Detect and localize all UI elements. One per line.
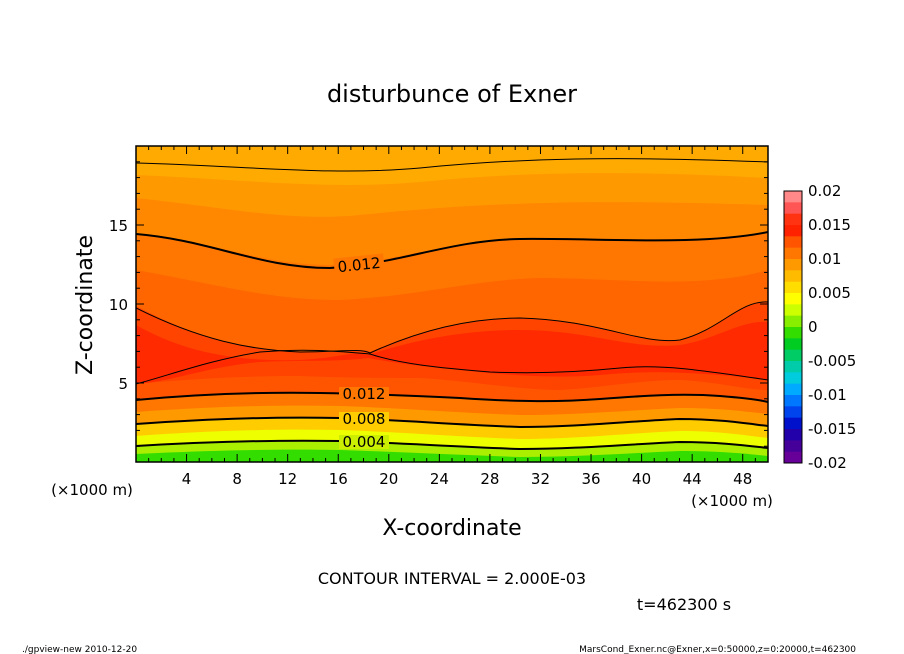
contour-plot: 0.012 0.012 0.008 0.004	[135, 145, 769, 463]
colorbar-swatch	[784, 281, 802, 294]
colorbar-swatch	[784, 417, 802, 430]
y-tick-label: 15	[109, 217, 128, 235]
contour-fill	[136, 146, 768, 462]
x-axis: 4 8 12 16 20 24 28 32 36 40 44 48	[148, 146, 756, 488]
x-unit-left: (×1000 m)	[51, 481, 133, 499]
colorbar-label: 0.02	[808, 182, 841, 200]
colorbar-swatch	[784, 338, 802, 351]
colorbar-swatch	[784, 270, 802, 283]
colorbar-label: -0.005	[808, 352, 856, 370]
colorbar: 0.02 0.015 0.01 0.005 0 -0.005 -0.01 -0.015 -0.0…	[783, 182, 856, 472]
contour-label-group: 0.012 0.012 0.008 0.004	[333, 253, 389, 451]
footer-left: ./gpview-new 2010-12-20	[22, 645, 137, 654]
x-tick-label: 32	[531, 470, 550, 488]
colorbar-swatch	[784, 236, 802, 249]
contour-label-008: 0.008	[343, 410, 386, 428]
x-tick-label: 8	[232, 470, 242, 488]
colorbar-label: -0.015	[808, 420, 856, 438]
colorbar-label: 0	[808, 318, 818, 336]
colorbar-swatch	[784, 315, 802, 328]
y-tick-label: 10	[109, 296, 128, 314]
x-tick-label: 36	[581, 470, 600, 488]
x-tick-label: 28	[480, 470, 499, 488]
colorbar-swatch	[784, 213, 802, 226]
y-axis-label: Z-coordinate	[73, 235, 98, 375]
colorbar-swatch	[784, 191, 802, 203]
colorbar-label: 0.01	[808, 250, 841, 268]
colorbar-swatch	[784, 429, 802, 441]
colorbar-swatch	[784, 361, 802, 373]
time-stamp: t=462300 s	[637, 595, 731, 614]
band-lower-green	[136, 449, 768, 462]
colorbar-swatch	[784, 202, 802, 215]
contour-label-004: 0.004	[343, 433, 386, 451]
contour-lines	[136, 158, 768, 451]
y-axis: 5 10 15	[109, 161, 768, 447]
x-tick-label: 16	[329, 470, 348, 488]
colorbar-swatch	[784, 349, 802, 362]
colorbar-swatch	[784, 451, 802, 464]
colorbar-swatch	[784, 247, 802, 260]
colorbar-label: -0.01	[808, 386, 847, 404]
colorbar-swatch	[784, 372, 802, 385]
contour-interval: CONTOUR INTERVAL = 2.000E-03	[318, 569, 586, 588]
colorbar-swatch	[784, 383, 802, 396]
colorbar-frame	[783, 190, 803, 464]
y-tick-label: 5	[118, 375, 128, 393]
colorbar-swatch	[784, 293, 802, 305]
colorbar-swatch	[784, 225, 802, 237]
colorbar-swatch	[784, 406, 802, 419]
x-tick-label: 4	[182, 470, 192, 488]
x-tick-label: 48	[733, 470, 752, 488]
x-tick-label: 40	[632, 470, 651, 488]
colorbar-label: -0.02	[808, 454, 847, 472]
colorbar-swatch	[784, 327, 802, 339]
colorbar-swatch	[784, 259, 802, 271]
colorbar-label: 0.015	[808, 216, 851, 234]
x-tick-label: 12	[278, 470, 297, 488]
x-tick-label: 24	[430, 470, 449, 488]
x-axis-label: X-coordinate	[382, 516, 521, 541]
colorbar-label: 0.005	[808, 284, 851, 302]
x-tick-label: 44	[683, 470, 702, 488]
x-unit-right: (×1000 m)	[691, 492, 773, 510]
colorbar-labels: 0.02 0.015 0.01 0.005 0 -0.005 -0.01 -0.015 -0.0…	[808, 182, 856, 472]
contour-label-upper: 0.012	[337, 254, 382, 276]
footer-right: MarsCond_Exner.nc@Exner,x=0:50000,z=0:20…	[579, 645, 856, 654]
colorbar-swatch	[784, 304, 802, 317]
x-tick-label: 20	[379, 470, 398, 488]
colorbar-swatch	[784, 395, 802, 407]
contour-label-lower: 0.012	[343, 385, 386, 403]
colorbar-swatch	[784, 440, 802, 453]
chart-title: disturbunce of Exner	[327, 80, 577, 108]
